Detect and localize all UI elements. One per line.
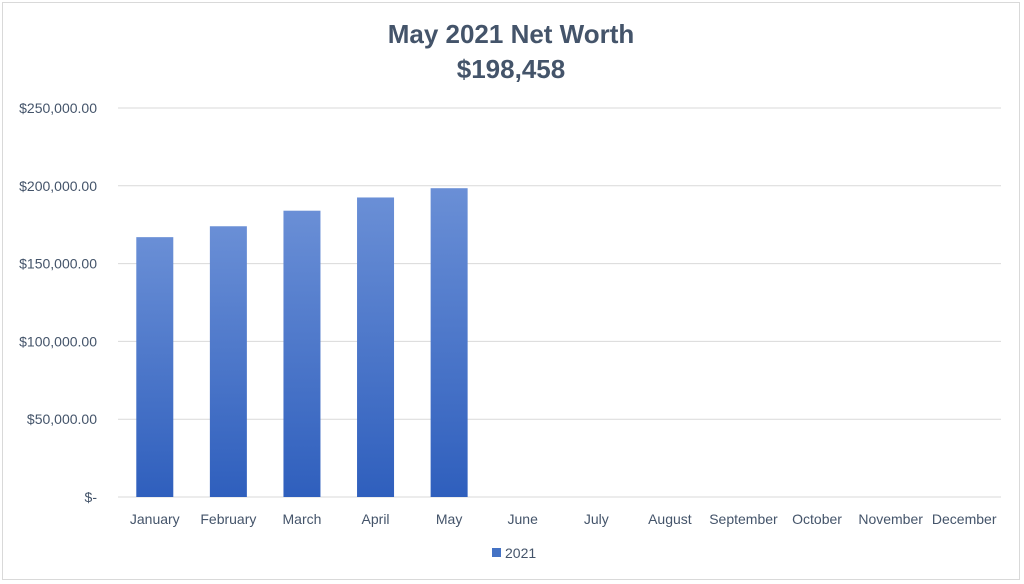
- bar-february: [209, 226, 247, 498]
- y-tick-label: $50,000.00: [27, 411, 97, 427]
- y-axis-tick-labels: $- $50,000.00 $100,000.00 $150,000.00 $200,0…: [19, 100, 97, 505]
- bar-april: [357, 197, 395, 497]
- legend: 2021: [492, 545, 536, 561]
- y-tick-label: $250,000.00: [19, 100, 97, 116]
- bars: [136, 188, 468, 498]
- x-tick-label-september: September: [709, 511, 778, 527]
- x-tick-label-august: August: [648, 511, 692, 527]
- y-tick-label: $100,000.00: [19, 333, 97, 349]
- legend-label-2021: 2021: [505, 545, 536, 561]
- x-tick-label-july: July: [584, 511, 609, 527]
- x-tick-label-may: May: [436, 511, 462, 527]
- y-tick-label: $150,000.00: [19, 256, 97, 272]
- chart-subtitle: $198,458: [457, 54, 565, 84]
- legend-swatch-2021: [492, 548, 501, 557]
- y-tick-label: $200,000.00: [19, 178, 97, 194]
- x-axis-tick-labels: January February March April May June July Augu…: [130, 511, 997, 527]
- x-tick-label-march: March: [283, 511, 322, 527]
- bar-march: [283, 210, 321, 498]
- x-tick-label-june: June: [508, 511, 539, 527]
- grid-lines: [118, 107, 1001, 498]
- chart-title: May 2021 Net Worth: [388, 19, 635, 49]
- y-tick-label: $-: [85, 489, 98, 505]
- x-tick-label-january: January: [130, 511, 180, 527]
- bar-january: [136, 237, 174, 497]
- x-tick-label-november: November: [858, 511, 923, 527]
- bar-may: [430, 188, 468, 498]
- x-tick-label-february: February: [200, 511, 256, 527]
- x-tick-label-december: December: [932, 511, 997, 527]
- x-tick-label-october: October: [792, 511, 842, 527]
- x-tick-label-april: April: [362, 511, 390, 527]
